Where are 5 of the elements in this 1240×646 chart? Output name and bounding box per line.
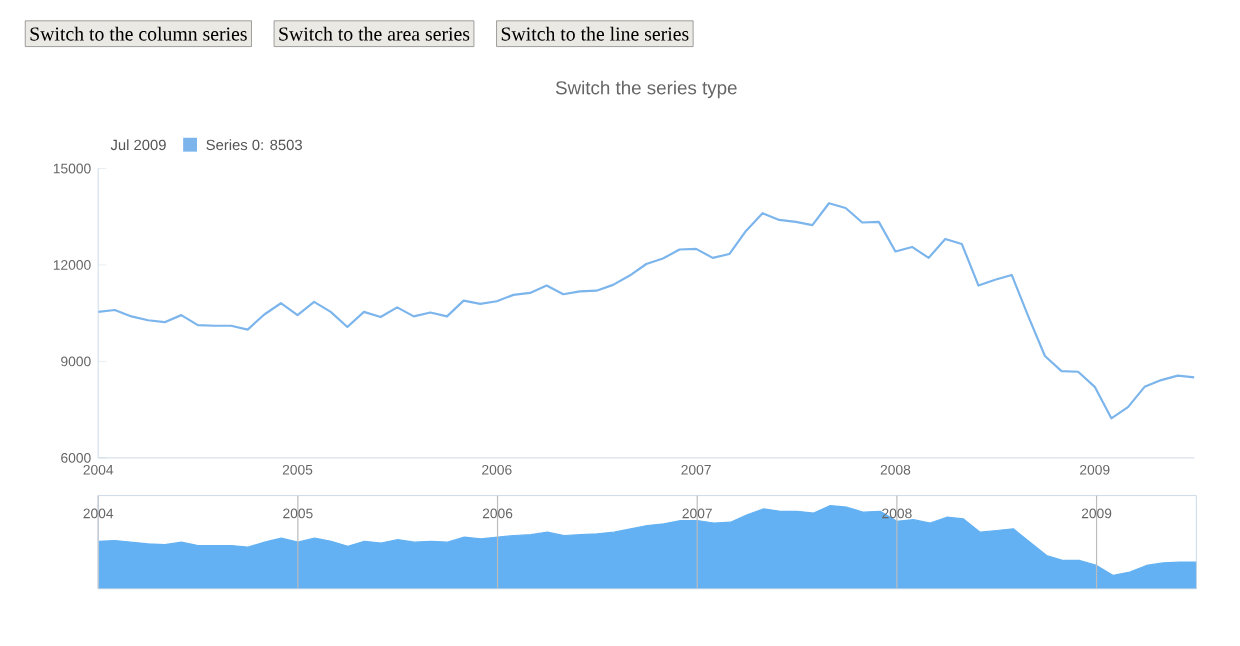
chart-title: Switch the series type <box>555 80 737 99</box>
text: Switch to the column series <box>30 26 247 41</box>
line-series <box>98 202 1195 420</box>
text: Switch to the line series <box>501 26 689 41</box>
text: Switch to the area series <box>279 26 470 41</box>
